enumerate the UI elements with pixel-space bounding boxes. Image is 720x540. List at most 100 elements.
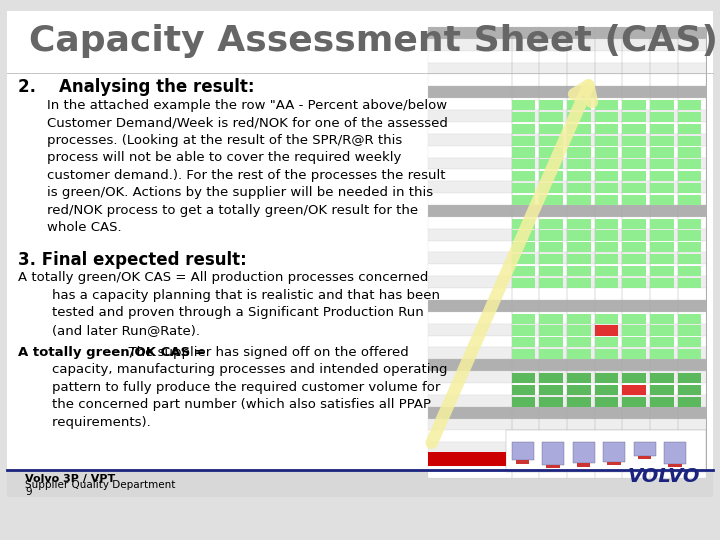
Bar bbox=[650, 136, 674, 146]
Bar bbox=[516, 460, 529, 464]
Bar bbox=[428, 110, 706, 122]
Bar bbox=[678, 112, 701, 122]
Bar bbox=[567, 278, 590, 288]
Bar bbox=[678, 195, 701, 205]
Bar bbox=[595, 254, 618, 264]
Bar bbox=[650, 112, 674, 122]
Bar bbox=[650, 266, 674, 276]
Text: In the attached example the row "AA - Percent above/below
Customer Demand/Week i: In the attached example the row "AA - Pe… bbox=[47, 99, 448, 234]
Bar bbox=[595, 314, 618, 323]
Bar bbox=[428, 452, 506, 466]
Bar bbox=[539, 338, 563, 347]
Bar bbox=[511, 136, 535, 146]
Bar bbox=[428, 276, 706, 288]
Bar bbox=[622, 254, 646, 264]
Bar bbox=[650, 338, 674, 347]
Bar bbox=[539, 147, 563, 158]
Bar bbox=[678, 254, 701, 264]
Bar bbox=[622, 183, 646, 193]
Bar bbox=[622, 326, 646, 335]
Bar bbox=[678, 147, 701, 158]
Bar bbox=[539, 159, 563, 170]
Bar bbox=[539, 266, 563, 276]
Bar bbox=[539, 171, 563, 181]
Bar bbox=[622, 314, 646, 323]
Bar bbox=[428, 252, 706, 264]
Bar bbox=[650, 147, 674, 158]
Bar bbox=[678, 219, 701, 229]
Bar bbox=[511, 442, 534, 460]
Bar bbox=[511, 349, 535, 359]
Text: 9: 9 bbox=[25, 487, 32, 497]
Bar bbox=[539, 231, 563, 241]
Bar bbox=[595, 385, 618, 395]
Bar bbox=[622, 373, 646, 383]
Bar bbox=[595, 100, 618, 110]
Bar bbox=[595, 136, 618, 146]
Bar bbox=[511, 278, 535, 288]
Bar bbox=[567, 338, 590, 347]
Bar bbox=[428, 98, 706, 110]
Bar bbox=[567, 385, 590, 395]
Text: The supplier has signed off on the offered
        capacity, manufacturing proce: The supplier has signed off on the offer… bbox=[18, 346, 448, 429]
Bar bbox=[428, 442, 706, 454]
Bar bbox=[678, 242, 701, 252]
Bar bbox=[428, 86, 706, 98]
Bar bbox=[511, 314, 535, 323]
Text: Volvo 3P / VPT: Volvo 3P / VPT bbox=[25, 474, 115, 484]
Bar bbox=[595, 124, 618, 134]
Bar bbox=[595, 242, 618, 252]
Bar bbox=[428, 229, 706, 241]
Bar bbox=[678, 171, 701, 181]
Bar bbox=[622, 100, 646, 110]
Bar bbox=[638, 456, 652, 459]
Bar bbox=[539, 278, 563, 288]
Bar bbox=[622, 242, 646, 252]
Bar bbox=[595, 231, 618, 241]
Bar bbox=[622, 278, 646, 288]
Bar bbox=[595, 396, 618, 407]
Bar bbox=[511, 254, 535, 264]
Bar bbox=[567, 100, 590, 110]
Bar bbox=[572, 442, 595, 463]
Bar bbox=[567, 112, 590, 122]
Bar bbox=[428, 51, 706, 63]
Bar bbox=[428, 371, 706, 383]
Bar bbox=[428, 430, 706, 442]
Bar bbox=[650, 100, 674, 110]
Bar bbox=[511, 183, 535, 193]
Bar bbox=[542, 442, 564, 464]
Bar bbox=[511, 195, 535, 205]
Bar bbox=[622, 136, 646, 146]
Bar bbox=[678, 183, 701, 193]
Bar bbox=[428, 134, 706, 146]
Bar bbox=[567, 183, 590, 193]
Bar bbox=[634, 442, 656, 456]
Bar bbox=[567, 254, 590, 264]
Bar bbox=[678, 124, 701, 134]
Bar bbox=[567, 231, 590, 241]
Bar bbox=[428, 383, 706, 395]
Bar bbox=[567, 349, 590, 359]
Bar bbox=[539, 100, 563, 110]
Bar bbox=[511, 338, 535, 347]
Bar bbox=[428, 407, 706, 418]
Bar bbox=[678, 314, 701, 323]
Bar bbox=[539, 349, 563, 359]
Text: Capacity Assessment Sheet (CAS): Capacity Assessment Sheet (CAS) bbox=[29, 24, 718, 58]
Bar bbox=[567, 219, 590, 229]
Bar bbox=[595, 112, 618, 122]
Bar bbox=[650, 159, 674, 170]
Bar bbox=[650, 171, 674, 181]
Bar bbox=[428, 288, 706, 300]
Bar bbox=[595, 147, 618, 158]
Bar bbox=[428, 454, 706, 466]
Bar bbox=[603, 442, 625, 462]
Bar bbox=[428, 27, 706, 39]
Bar bbox=[428, 241, 706, 252]
Bar bbox=[567, 242, 590, 252]
Bar bbox=[622, 147, 646, 158]
Bar bbox=[650, 396, 674, 407]
Bar bbox=[428, 63, 706, 75]
Bar bbox=[539, 124, 563, 134]
